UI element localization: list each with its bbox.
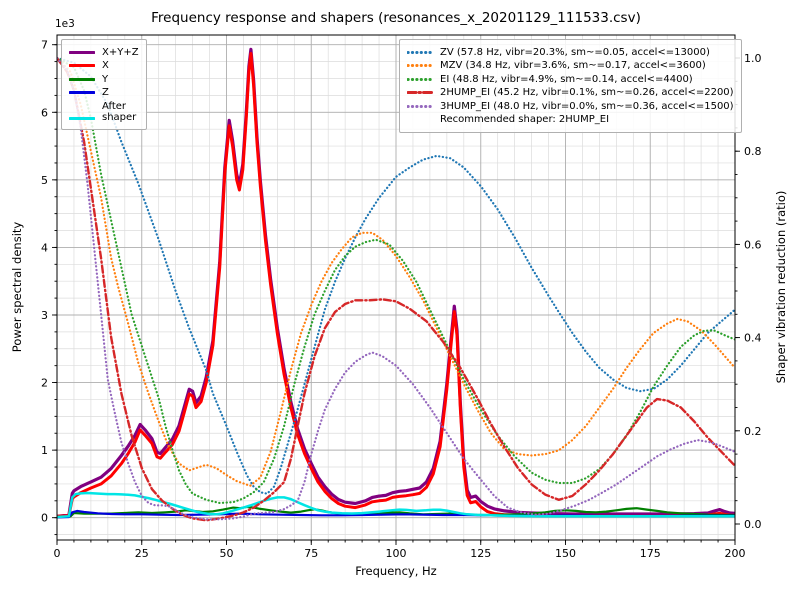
legend-line-sample: [407, 50, 433, 54]
series-after-shaper: [57, 491, 735, 519]
left-y-axis-label: Power spectral density: [10, 221, 24, 353]
series-2hump-ei: [57, 56, 735, 522]
legend-entry-label: MZV (34.8 Hz, vibr=3.6%, sm~=0.17, accel…: [440, 60, 706, 71]
legend-entry: 2HUMP_EI (45.2 Hz, vibr=0.1%, sm~=0.26, …: [407, 87, 734, 98]
legend-entry-label: Recommended shaper: 2HUMP_EI: [440, 114, 610, 125]
right-y-axis-label: Shaper vibration reduction (ratio): [774, 190, 788, 384]
legend-line-sample: [407, 64, 433, 67]
left-y-tick-label: 2: [41, 377, 48, 390]
series-group: [57, 47, 735, 522]
legend-entry-label: Z: [102, 87, 109, 98]
right-y-tick-label: 0.2: [744, 425, 762, 438]
legend-entry: X: [69, 60, 139, 71]
x-tick-label: 200: [725, 547, 746, 560]
left-y-tick-label: 5: [41, 174, 48, 187]
left-y-tick-label: 3: [41, 309, 48, 322]
legend-entry: 3HUMP_EI (48.0 Hz, vibr=0.0%, sm~=0.36, …: [407, 101, 734, 112]
right-y-tick-label: 0.6: [744, 238, 762, 251]
left-y-tick-label: 0: [41, 512, 48, 525]
tick-marks: [52, 44, 740, 545]
legend-entry: Y: [69, 74, 139, 85]
x-tick-label: 100: [386, 547, 407, 560]
chart-title: Frequency response and shapers (resonanc…: [151, 10, 641, 26]
legend-line-sample: [69, 64, 95, 67]
legend-entry-label: X: [102, 60, 109, 71]
x-tick-label: 25: [135, 547, 149, 560]
x-tick-label: 0: [54, 547, 61, 560]
right-y-tick-label: 0.8: [744, 145, 762, 158]
legend-line-sample: [69, 116, 95, 120]
legend-line-sample: [69, 77, 95, 81]
legend-line-sample: [69, 50, 95, 54]
shaper-legend: ZV (57.8 Hz, vibr=20.3%, sm~=0.05, accel…: [399, 39, 742, 133]
legend-entry: MZV (34.8 Hz, vibr=3.6%, sm~=0.17, accel…: [407, 60, 734, 71]
x-tick-label: 125: [470, 547, 491, 560]
legend-entry-label: 2HUMP_EI (45.2 Hz, vibr=0.1%, sm~=0.26, …: [440, 87, 734, 98]
left-y-tick-label: 4: [41, 241, 48, 254]
left-y-tick-label: 7: [41, 39, 48, 52]
right-y-tick-label: 0.4: [744, 332, 762, 345]
legend-line-sample: [69, 91, 95, 94]
x-tick-label: 150: [555, 547, 576, 560]
legend-entry-label: EI (48.8 Hz, vibr=4.9%, sm~=0.14, accel<…: [440, 73, 693, 85]
series-mzv: [57, 56, 735, 487]
legend-entry: After shaper: [69, 101, 139, 123]
legend-line-sample: [407, 91, 433, 94]
legend-entry-label: 3HUMP_EI (48.0 Hz, vibr=0.0%, sm~=0.36, …: [440, 100, 734, 112]
legend-entry-label: ZV (57.8 Hz, vibr=20.3%, sm~=0.05, accel…: [440, 46, 710, 58]
legend-entry-label: Y: [102, 73, 109, 85]
left-y-tick-label: 1: [41, 444, 48, 457]
left-y-tick-label: 6: [41, 106, 48, 119]
right-y-tick-label: 0.0: [744, 518, 762, 531]
x-tick-label: 50: [220, 547, 234, 560]
legend-entry: ZV (57.8 Hz, vibr=20.3%, sm~=0.05, accel…: [407, 47, 734, 58]
legend-entry-label: After shaper: [102, 100, 137, 123]
measurement-legend: X+Y+Z X Y Z After shaper: [61, 39, 147, 130]
y-axis-offset-text: 1e3: [55, 18, 75, 30]
legend-entry: Z: [69, 87, 139, 98]
legend-entry-label: X+Y+Z: [102, 46, 139, 58]
legend-entry: EI (48.8 Hz, vibr=4.9%, sm~=0.14, accel<…: [407, 74, 734, 85]
series-zv: [57, 56, 735, 495]
x-axis-label: Frequency, Hz: [355, 564, 437, 578]
x-tick-label: 75: [304, 547, 318, 560]
grid-major: [56, 35, 736, 540]
x-tick-label: 175: [640, 547, 661, 560]
series-3hump-ei: [57, 56, 735, 521]
legend-entry: X+Y+Z: [69, 47, 139, 58]
tick-labels: 0 25 50 75 100 125 150 175 200 0 1 2 3 4 5 6 7 0.0 0.2 0.4 0…: [41, 39, 762, 560]
legend-entry: Recommended shaper: 2HUMP_EI: [407, 114, 734, 125]
right-y-tick-label: 1.0: [744, 52, 762, 65]
legend-line-sample: [407, 104, 433, 108]
series-x-y-z: [57, 47, 735, 518]
legend-line-sample: [407, 77, 433, 81]
